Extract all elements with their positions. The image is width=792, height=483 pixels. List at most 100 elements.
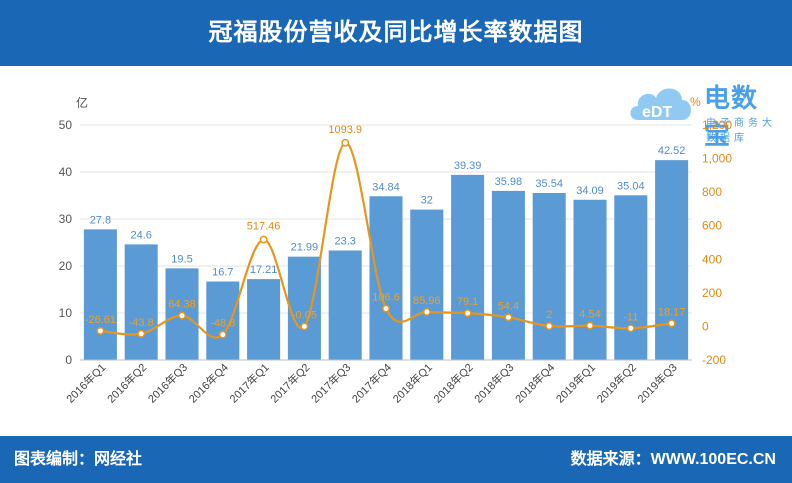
line-value-label: 517.46 <box>247 221 281 233</box>
bar-value-label: 27.8 <box>90 214 111 226</box>
line-value-label: 106.6 <box>372 292 400 304</box>
x-tick-label: 2019年Q2 <box>594 360 639 405</box>
line-point <box>422 308 431 316</box>
x-tick-label: 2016年Q4 <box>186 360 231 405</box>
x-tick-label: 2018年Q4 <box>512 360 557 405</box>
bar <box>206 281 240 360</box>
line-point <box>545 322 554 331</box>
header-bar: 冠福股份营收及同比增长率数据图 <box>0 0 792 66</box>
bar-value-label: 19.5 <box>171 253 192 265</box>
bar-value-label: 42.52 <box>658 145 686 157</box>
line-point <box>218 330 227 339</box>
footer-source: 数据来源：WWW.100EC.CN <box>570 451 776 468</box>
x-tick-label: 2017年Q4 <box>349 360 394 405</box>
bar <box>491 190 525 360</box>
line-value-label: 18.17 <box>658 306 686 318</box>
line-labels: -26.61 -43.8 64.38 -48.8 517.46 -0.05 1093.9 10… <box>85 124 686 330</box>
line-point <box>586 321 594 330</box>
y-right-tick: 600 <box>702 219 722 233</box>
line-value-label: -0.05 <box>292 309 317 321</box>
bar-value-label: 35.54 <box>535 178 563 190</box>
line-point <box>463 309 472 318</box>
y-left-unit: 亿 <box>76 95 88 110</box>
y-left-tick: 20 <box>59 259 73 273</box>
y-right-tick: 200 <box>702 286 722 300</box>
line-point <box>382 304 390 313</box>
y-right-tick: 0 <box>702 319 709 333</box>
bar <box>451 174 485 360</box>
footer-credit: 图表编制：网经社 <box>14 451 143 468</box>
bar-value-label: 35.04 <box>617 180 645 192</box>
bar <box>247 279 281 360</box>
y-right-tick: -200 <box>702 353 726 367</box>
y-left-tick: 50 <box>59 118 73 132</box>
line-point <box>96 326 105 335</box>
line-point <box>137 329 146 338</box>
line-point <box>667 319 676 328</box>
line-value-label: -48.8 <box>210 318 235 330</box>
x-tick-label: 2017年Q3 <box>308 360 353 405</box>
bar-value-label: 21.99 <box>291 242 319 254</box>
bar <box>287 256 321 360</box>
x-tick-label: 2017年Q1 <box>226 360 271 405</box>
line-value-label: 79.1 <box>457 296 478 308</box>
y-axis-left: 0 10 20 30 40 50 <box>59 118 73 367</box>
line-points <box>96 138 676 339</box>
bar-value-label: 39.39 <box>454 160 482 172</box>
footer-bar: 图表编制：网经社 数据来源：WWW.100EC.CN <box>0 436 792 483</box>
bar-labels: 27.8 24.6 19.5 16.7 17.21 21.99 23.3 34.84 32 39.… <box>90 145 686 278</box>
x-tick-label: 2016年Q3 <box>145 360 190 405</box>
bar-value-label: 16.7 <box>212 267 233 279</box>
logo-name: 电数宝 <box>704 83 759 150</box>
logo-bubble-text: eDT <box>642 104 672 121</box>
bar <box>410 209 444 360</box>
line-point <box>341 138 350 147</box>
y-axis-right: -200 0 200 400 600 800 1,000 1,200 <box>702 118 732 367</box>
y-right-tick: 1,200 <box>702 118 732 132</box>
bar <box>655 160 689 360</box>
logo-subtitle: 电子商务大数据库 <box>706 118 776 144</box>
logo: eDT 电数宝 电子商务大数据库 <box>624 76 784 150</box>
line-point <box>259 235 268 244</box>
x-tick-label: 2018年Q3 <box>471 360 516 405</box>
x-tick-label: 2017年Q2 <box>267 360 312 405</box>
chart: 27.8 24.6 19.5 16.7 17.21 21.99 23.3 34.84 32 39.… <box>59 95 733 406</box>
line-point <box>504 313 513 322</box>
bar-value-label: 24.6 <box>130 229 151 241</box>
bar <box>573 199 607 360</box>
y-right-tick: 800 <box>702 185 722 199</box>
y-left-tick: 10 <box>59 306 73 320</box>
bar-value-label: 23.3 <box>334 235 355 247</box>
y-left-tick: 40 <box>59 165 73 179</box>
chart-title: 冠福股份营收及同比增长率数据图 <box>208 19 584 46</box>
cloud-logo-icon: eDT <box>630 88 691 121</box>
y-left-tick: 30 <box>59 212 73 226</box>
line-value-label: 54.4 <box>498 300 519 312</box>
bar <box>83 229 117 360</box>
bar <box>124 244 158 360</box>
x-tick-label: 2018年Q1 <box>390 360 435 405</box>
line-value-label: -11 <box>623 311 638 323</box>
x-axis: 2016年Q12016年Q22016年Q32016年Q42017年Q12017年… <box>63 359 692 406</box>
bar-value-label: 35.98 <box>495 176 523 188</box>
bar <box>369 196 403 360</box>
line-value-label: 4.54 <box>579 309 600 321</box>
line-point <box>300 322 309 331</box>
bar-value-label: 17.21 <box>250 264 278 276</box>
x-tick-label: 2016年Q1 <box>63 360 108 405</box>
y-right-tick: 400 <box>702 252 722 266</box>
bar <box>328 250 362 360</box>
line-value-label: -26.61 <box>85 314 116 326</box>
growth-line <box>100 141 672 339</box>
y-right-tick: 1,000 <box>702 152 732 166</box>
bar <box>614 195 648 360</box>
line-point <box>626 324 635 333</box>
line-value-label: -43.8 <box>129 317 154 329</box>
x-tick-label: 2019年Q1 <box>553 360 598 405</box>
bar-value-label: 32 <box>421 195 433 207</box>
y-right-unit: % <box>690 95 701 109</box>
line-value-label: 64.38 <box>168 299 196 311</box>
x-tick-label: 2018年Q2 <box>430 360 475 405</box>
line-value-label: 1093.9 <box>328 124 362 136</box>
bar-value-label: 34.84 <box>372 181 400 193</box>
